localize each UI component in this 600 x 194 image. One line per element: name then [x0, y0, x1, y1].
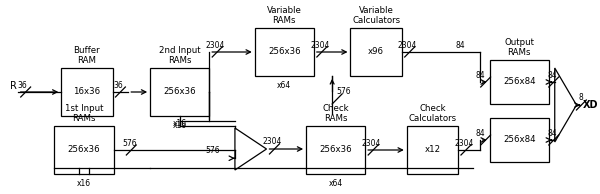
Text: Check
Calculators: Check Calculators	[408, 104, 457, 123]
Text: 256x84: 256x84	[503, 77, 536, 87]
Text: R: R	[10, 81, 17, 91]
Text: XD: XD	[583, 100, 598, 110]
Bar	[54, 126, 113, 174]
Text: 576: 576	[122, 139, 137, 147]
Text: Variable
RAMs: Variable RAMs	[267, 6, 302, 25]
Text: 576: 576	[336, 87, 351, 95]
Text: x96: x96	[368, 48, 384, 56]
Text: 36: 36	[18, 81, 28, 89]
Text: 2304: 2304	[454, 139, 473, 147]
Text: 2304: 2304	[263, 138, 282, 146]
Bar	[306, 126, 365, 174]
Bar	[254, 28, 314, 76]
Text: 576: 576	[205, 146, 220, 155]
Text: Check
RAMs: Check RAMs	[322, 104, 349, 123]
Text: 256x36: 256x36	[268, 48, 301, 56]
Text: Output
RAMs: Output RAMs	[504, 38, 534, 57]
Bar	[490, 60, 549, 104]
Text: 256x84: 256x84	[503, 135, 536, 145]
Text: x16: x16	[173, 121, 187, 131]
Bar	[350, 28, 402, 76]
Text: Buffer
RAM: Buffer RAM	[74, 46, 100, 65]
Bar	[407, 126, 458, 174]
Text: 1st Input
RAMs: 1st Input RAMs	[65, 104, 103, 123]
Text: 256x36: 256x36	[319, 146, 352, 154]
Text: x16: x16	[77, 179, 91, 189]
Text: 256x36: 256x36	[163, 87, 196, 96]
Text: 2304: 2304	[310, 41, 329, 49]
Polygon shape	[235, 128, 266, 170]
Text: 2304: 2304	[398, 41, 418, 49]
Text: 84: 84	[455, 41, 465, 49]
Text: 8: 8	[578, 94, 583, 102]
Text: x64: x64	[328, 179, 343, 189]
Bar	[61, 68, 113, 116]
Text: 84: 84	[475, 70, 485, 80]
Text: Variable
Calculators: Variable Calculators	[352, 6, 400, 25]
Polygon shape	[555, 68, 577, 142]
Text: x12: x12	[424, 146, 440, 154]
Text: 84: 84	[548, 70, 557, 80]
Text: 16x36: 16x36	[73, 87, 100, 96]
Text: 2304: 2304	[205, 41, 225, 49]
Text: 2nd Input
RAMs: 2nd Input RAMs	[159, 46, 200, 65]
Text: x64: x64	[277, 81, 292, 90]
Text: 84: 84	[475, 128, 485, 138]
Bar	[150, 68, 209, 116]
Text: 2304: 2304	[361, 139, 381, 147]
Text: 36: 36	[113, 81, 124, 89]
Text: x16: x16	[173, 120, 187, 128]
Text: 84: 84	[548, 128, 557, 138]
Text: 256x36: 256x36	[68, 146, 100, 154]
Bar	[490, 118, 549, 162]
